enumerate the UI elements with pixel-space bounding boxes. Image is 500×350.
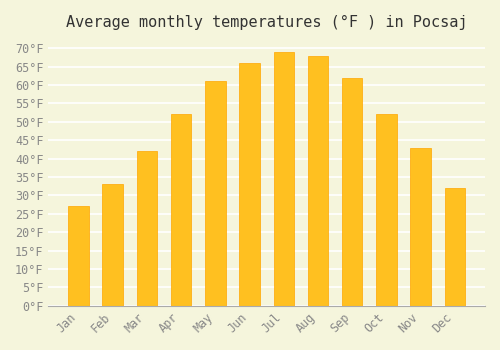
Bar: [308, 56, 328, 306]
Bar: [136, 151, 157, 306]
Bar: [376, 114, 396, 306]
Bar: [444, 188, 465, 306]
Bar: [102, 184, 123, 306]
Bar: [410, 148, 431, 306]
Bar: [240, 63, 260, 306]
Bar: [342, 78, 362, 306]
Bar: [171, 114, 192, 306]
Bar: [68, 206, 88, 306]
Title: Average monthly temperatures (°F ) in Pocsaj: Average monthly temperatures (°F ) in Po…: [66, 15, 468, 30]
Bar: [205, 82, 226, 306]
Bar: [274, 52, 294, 306]
